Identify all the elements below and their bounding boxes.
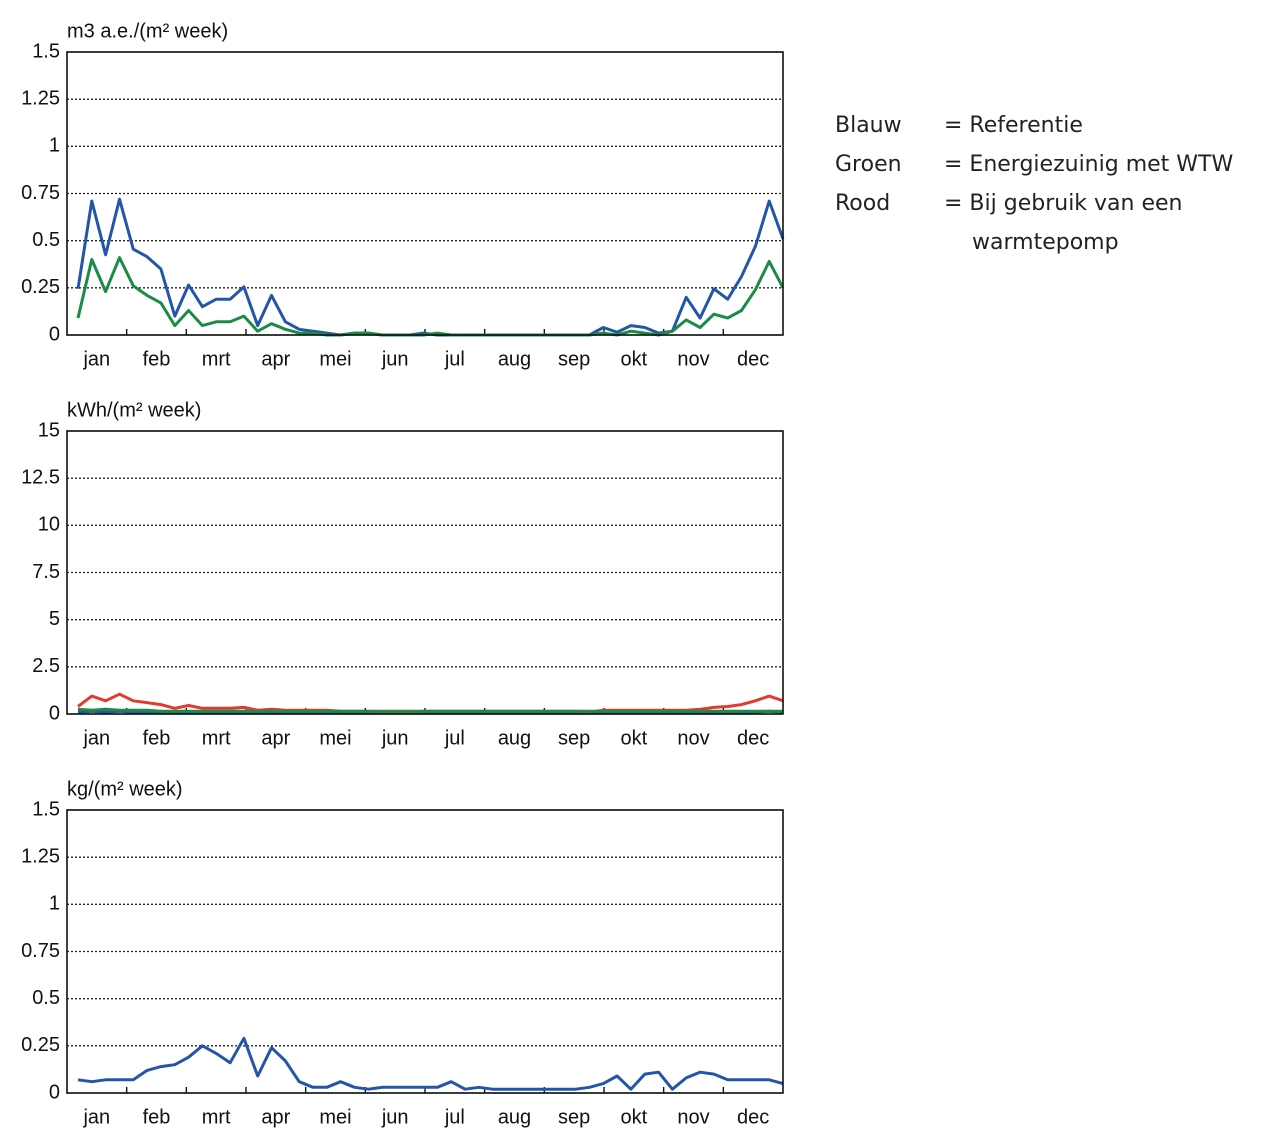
- x-tick-label: jul: [444, 1106, 465, 1128]
- x-tick-label: nov: [677, 727, 709, 749]
- y-tick-label: 0.5: [32, 229, 60, 251]
- x-tick-label: sep: [558, 1106, 590, 1128]
- legend-text: warmtepomp: [972, 230, 1119, 255]
- plot-frame: [66, 430, 784, 715]
- plot-frame: [66, 51, 784, 336]
- x-tick-label: jul: [444, 727, 465, 749]
- y-tick-label: 7.5: [32, 561, 60, 583]
- series-line: [77, 1036, 784, 1091]
- y-tick-label: 1.25: [21, 87, 60, 109]
- x-tick-label: mei: [319, 1106, 351, 1128]
- x-tick-label: okt: [620, 727, 647, 749]
- x-tick-label: jan: [82, 727, 110, 749]
- y-tick-label: 5: [49, 608, 60, 630]
- legend-label: Rood: [835, 191, 890, 216]
- x-tick-label: aug: [498, 1106, 531, 1128]
- y-tick-label: 1.25: [21, 845, 60, 867]
- legend-text: = Referentie: [944, 113, 1083, 138]
- x-tick-label: mrt: [202, 348, 231, 370]
- x-tick-label: jan: [82, 348, 110, 370]
- y-tick-label: 1: [49, 893, 60, 915]
- y-axis-label: kWh/(m² week): [67, 399, 201, 421]
- x-tick-label: mrt: [202, 1106, 231, 1128]
- legend-label: Blauw: [835, 113, 902, 138]
- y-axis-label: m3 a.e./(m² week): [67, 20, 228, 42]
- x-tick-label: jun: [381, 727, 409, 749]
- x-tick-label: apr: [261, 348, 290, 370]
- x-tick-label: sep: [558, 727, 590, 749]
- x-tick-label: nov: [677, 1106, 709, 1128]
- y-tick-label: 0.25: [21, 1034, 60, 1056]
- x-tick-label: okt: [620, 1106, 647, 1128]
- x-tick-label: jul: [444, 348, 465, 370]
- x-tick-label: apr: [261, 727, 290, 749]
- x-tick-label: feb: [143, 1106, 171, 1128]
- y-tick-label: 0.5: [32, 987, 60, 1009]
- legend-label: Groen: [835, 152, 902, 177]
- y-tick-label: 12.5: [21, 466, 60, 488]
- x-tick-label: aug: [498, 727, 531, 749]
- x-tick-label: feb: [143, 348, 171, 370]
- x-tick-label: dec: [737, 348, 769, 370]
- x-tick-label: apr: [261, 1106, 290, 1128]
- y-tick-label: 0: [49, 323, 60, 345]
- y-tick-label: 1: [49, 135, 60, 157]
- y-tick-label: 0: [49, 1081, 60, 1103]
- x-tick-label: dec: [737, 1106, 769, 1128]
- x-tick-label: okt: [620, 348, 647, 370]
- y-tick-label: 0.25: [21, 276, 60, 298]
- series-line: [76, 256, 785, 337]
- x-tick-label: mei: [319, 348, 351, 370]
- y-axis-label: kg/(m² week): [67, 778, 183, 800]
- x-tick-label: aug: [498, 348, 531, 370]
- x-tick-label: jun: [381, 1106, 409, 1128]
- x-tick-label: feb: [143, 727, 171, 749]
- x-tick-label: dec: [737, 727, 769, 749]
- x-tick-label: sep: [558, 348, 590, 370]
- x-tick-label: mrt: [202, 727, 231, 749]
- y-tick-label: 0: [49, 702, 60, 724]
- y-tick-label: 10: [38, 514, 60, 536]
- x-tick-label: nov: [677, 348, 709, 370]
- x-tick-label: jun: [381, 348, 409, 370]
- y-tick-label: 15: [38, 419, 60, 441]
- legend-text: = Energiezuinig met WTW: [944, 152, 1233, 177]
- y-tick-label: 1.5: [32, 40, 60, 62]
- series-line: [77, 692, 784, 714]
- y-tick-label: 0.75: [21, 940, 60, 962]
- x-tick-label: mei: [319, 727, 351, 749]
- y-tick-label: 2.5: [32, 655, 60, 677]
- plot-frame: [66, 809, 784, 1094]
- x-tick-label: jan: [82, 1106, 110, 1128]
- legend-text: = Bij gebruik van een: [944, 191, 1183, 216]
- series-line: [77, 707, 783, 713]
- y-tick-label: 1.5: [32, 798, 60, 820]
- y-tick-label: 0.75: [21, 182, 60, 204]
